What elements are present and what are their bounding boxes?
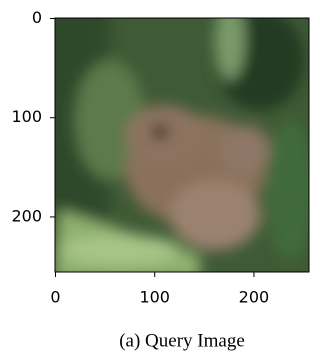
- image: [40, 0, 313, 280]
- y-tick-label: 0: [32, 8, 42, 27]
- x-tick-label: 0: [50, 288, 60, 307]
- caption: (a) Query Image: [119, 330, 245, 351]
- y-tick-label: 100: [11, 107, 42, 126]
- figure: (a) Query Image 0 100 200 0 100 200: [0, 0, 313, 360]
- page: {"chart_data": {"type": "image", "captio…: [0, 0, 320, 360]
- x-tick-label: 200: [239, 288, 270, 307]
- x-tick-label: 100: [139, 288, 170, 307]
- y-tick-label: 200: [11, 206, 42, 225]
